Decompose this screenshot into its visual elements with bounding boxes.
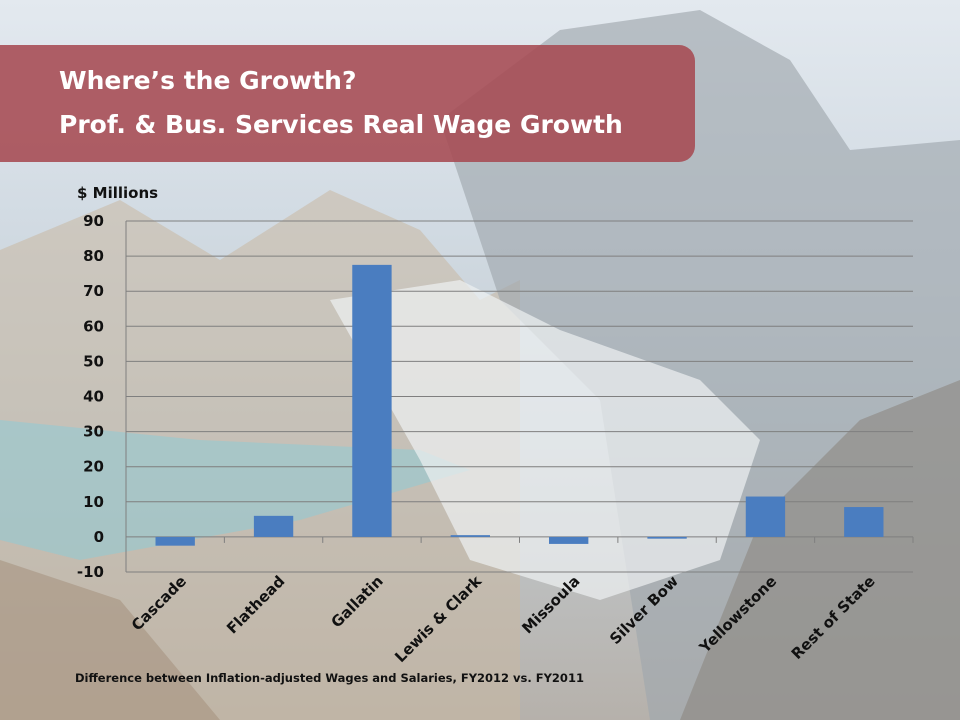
y-tick-label: -10: [77, 563, 104, 581]
bar: [352, 264, 392, 537]
slide-title-line-1: Where’s the Growth?: [59, 66, 357, 95]
x-category-label: Missoula: [518, 572, 583, 637]
x-category-label: Silver Bow: [606, 572, 682, 648]
x-category-label: Yellowstone: [695, 572, 780, 657]
x-category-label: Flathead: [223, 572, 288, 637]
bar: [253, 515, 294, 537]
y-tick-label: 0: [94, 528, 104, 546]
y-tick-label: 30: [83, 423, 104, 441]
y-tick-label: 90: [83, 212, 104, 230]
y-tick-label: 20: [83, 458, 104, 476]
x-category-label: Lewis & Clark: [391, 571, 486, 666]
y-tick-label: 80: [83, 247, 104, 265]
chart-footnote: Difference between Inflation-adjusted Wa…: [75, 671, 584, 685]
y-tick-label: 70: [83, 282, 104, 300]
x-category-label: Cascade: [128, 572, 190, 634]
bar: [450, 535, 490, 537]
y-axis-label: $ Millions: [77, 184, 159, 202]
bar: [745, 496, 786, 537]
bar: [549, 536, 589, 544]
bar: [647, 536, 687, 539]
x-category-label: Gallatin: [327, 572, 386, 631]
y-tick-label: 40: [83, 388, 104, 406]
bar: [844, 507, 884, 537]
y-tick-label: 60: [83, 317, 104, 335]
slide-title-line-2: Prof. & Bus. Services Real Wage Growth: [59, 110, 623, 139]
y-tick-label: 50: [83, 352, 104, 370]
x-category-label: Rest of State: [788, 572, 879, 663]
title-banner: [0, 45, 695, 162]
y-tick-label: 10: [83, 493, 104, 511]
bar: [155, 536, 195, 546]
